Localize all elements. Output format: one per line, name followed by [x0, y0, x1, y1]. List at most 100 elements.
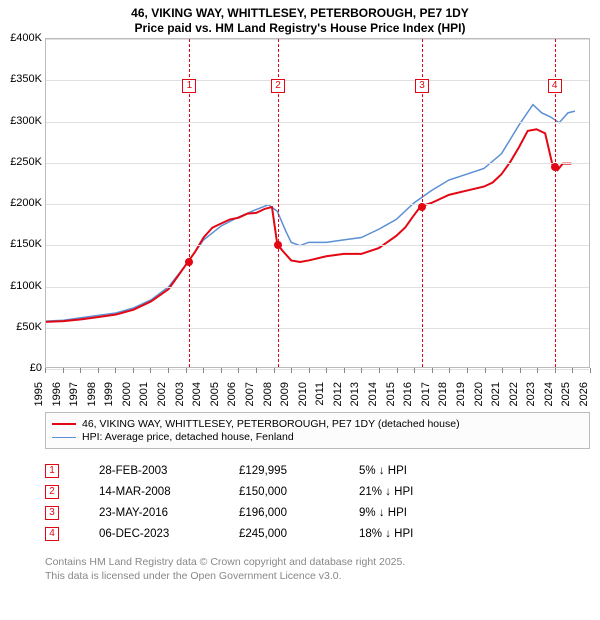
title-subtitle: Price paid vs. HM Land Registry's House … — [0, 21, 600, 35]
x-tick-mark — [590, 368, 591, 373]
chart-area: £0£50K£100K£150K£200K£250K£300K£350K£400… — [0, 38, 600, 408]
sale-table: 128-FEB-2003£129,9955% ↓ HPI214-MAR-2008… — [45, 460, 590, 544]
legend-swatch — [52, 437, 76, 438]
x-tick-label: 1999 — [103, 382, 115, 406]
legend-row: 46, VIKING WAY, WHITTLESEY, PETERBOROUGH… — [52, 418, 583, 430]
x-tick-label: 2020 — [473, 382, 485, 406]
table-pct: 5% ↓ HPI — [359, 465, 459, 477]
x-tick-label: 2016 — [402, 382, 414, 406]
x-tick-mark — [397, 368, 398, 373]
x-tick-label: 1998 — [86, 382, 98, 406]
annotation-marker-box: 2 — [271, 79, 285, 93]
x-tick-mark — [80, 368, 81, 373]
gridline-h — [46, 80, 589, 81]
x-tick-label: 2000 — [121, 382, 133, 406]
x-tick-mark — [203, 368, 204, 373]
chart-lines-svg — [46, 39, 589, 367]
table-pct: 21% ↓ HPI — [359, 486, 459, 498]
table-price: £196,000 — [239, 507, 359, 519]
y-tick-label: £150K — [0, 238, 42, 250]
series-line — [46, 129, 571, 322]
annotation-marker-box: 1 — [182, 79, 196, 93]
y-tick-label: £250K — [0, 156, 42, 168]
x-tick-mark — [467, 368, 468, 373]
x-tick-mark — [274, 368, 275, 373]
annotation-marker-box: 3 — [415, 79, 429, 93]
x-tick-mark — [432, 368, 433, 373]
x-tick-mark — [485, 368, 486, 373]
x-tick-mark — [168, 368, 169, 373]
x-tick-label: 2017 — [420, 382, 432, 406]
table-price: £150,000 — [239, 486, 359, 498]
x-tick-label: 2025 — [560, 382, 572, 406]
x-tick-label: 2022 — [508, 382, 520, 406]
x-tick-label: 2003 — [174, 382, 186, 406]
x-tick-label: 2004 — [191, 382, 203, 406]
footer-line1: Contains HM Land Registry data © Crown c… — [45, 556, 590, 570]
x-tick-mark — [63, 368, 64, 373]
gridline-h — [46, 39, 589, 40]
table-pct: 9% ↓ HPI — [359, 507, 459, 519]
x-tick-mark — [361, 368, 362, 373]
x-tick-mark — [186, 368, 187, 373]
y-tick-label: £50K — [0, 321, 42, 333]
x-tick-label: 2019 — [455, 382, 467, 406]
x-tick-label: 2026 — [578, 382, 590, 406]
y-tick-label: £350K — [0, 73, 42, 85]
x-tick-label: 2008 — [262, 382, 274, 406]
x-tick-mark — [502, 368, 503, 373]
y-tick-label: £300K — [0, 115, 42, 127]
x-tick-mark — [449, 368, 450, 373]
table-price: £245,000 — [239, 528, 359, 540]
y-tick-label: £0 — [0, 362, 42, 374]
x-tick-label: 2001 — [138, 382, 150, 406]
y-tick-label: £400K — [0, 32, 42, 44]
annotation-marker-box: 4 — [548, 79, 562, 93]
gridline-h — [46, 287, 589, 288]
gridline-h — [46, 163, 589, 164]
y-tick-label: £200K — [0, 197, 42, 209]
x-tick-mark — [537, 368, 538, 373]
x-tick-label: 2012 — [332, 382, 344, 406]
table-marker: 1 — [45, 464, 59, 478]
x-tick-label: 2015 — [385, 382, 397, 406]
table-date: 06-DEC-2023 — [99, 528, 239, 540]
x-tick-label: 2006 — [226, 382, 238, 406]
title-address: 46, VIKING WAY, WHITTLESEY, PETERBOROUGH… — [0, 6, 600, 20]
footer-line2: This data is licensed under the Open Gov… — [45, 570, 590, 584]
table-pct: 18% ↓ HPI — [359, 528, 459, 540]
series-line — [46, 105, 575, 321]
sale-point-marker — [274, 241, 282, 249]
x-tick-label: 1997 — [68, 382, 80, 406]
x-tick-mark — [555, 368, 556, 373]
x-tick-mark — [572, 368, 573, 373]
x-tick-label: 2014 — [367, 382, 379, 406]
table-row: 2 14-MAR-2008£150,00021% ↓ HPI — [45, 481, 590, 502]
table-date: 28-FEB-2003 — [99, 465, 239, 477]
legend: 46, VIKING WAY, WHITTLESEY, PETERBOROUGH… — [45, 412, 590, 449]
x-tick-label: 1995 — [33, 382, 45, 406]
x-tick-mark — [414, 368, 415, 373]
footer: Contains HM Land Registry data © Crown c… — [45, 556, 590, 583]
x-tick-label: 2007 — [244, 382, 256, 406]
x-tick-mark — [256, 368, 257, 373]
gridline-h — [46, 328, 589, 329]
x-tick-mark — [150, 368, 151, 373]
legend-label: HPI: Average price, detached house, Fenl… — [82, 431, 294, 443]
chart-titles: 46, VIKING WAY, WHITTLESEY, PETERBOROUGH… — [0, 0, 600, 35]
table-marker: 2 — [45, 485, 59, 499]
table-date: 14-MAR-2008 — [99, 486, 239, 498]
x-tick-label: 2023 — [525, 382, 537, 406]
sale-point-marker — [185, 258, 193, 266]
sale-point-marker — [418, 203, 426, 211]
x-tick-mark — [238, 368, 239, 373]
table-marker: 4 — [45, 527, 59, 541]
x-tick-mark — [520, 368, 521, 373]
x-tick-label: 2009 — [279, 382, 291, 406]
x-tick-label: 2011 — [314, 382, 326, 406]
legend-label: 46, VIKING WAY, WHITTLESEY, PETERBOROUGH… — [82, 418, 460, 430]
x-tick-mark — [344, 368, 345, 373]
legend-swatch — [52, 423, 76, 425]
table-date: 23-MAY-2016 — [99, 507, 239, 519]
x-tick-label: 2010 — [297, 382, 309, 406]
